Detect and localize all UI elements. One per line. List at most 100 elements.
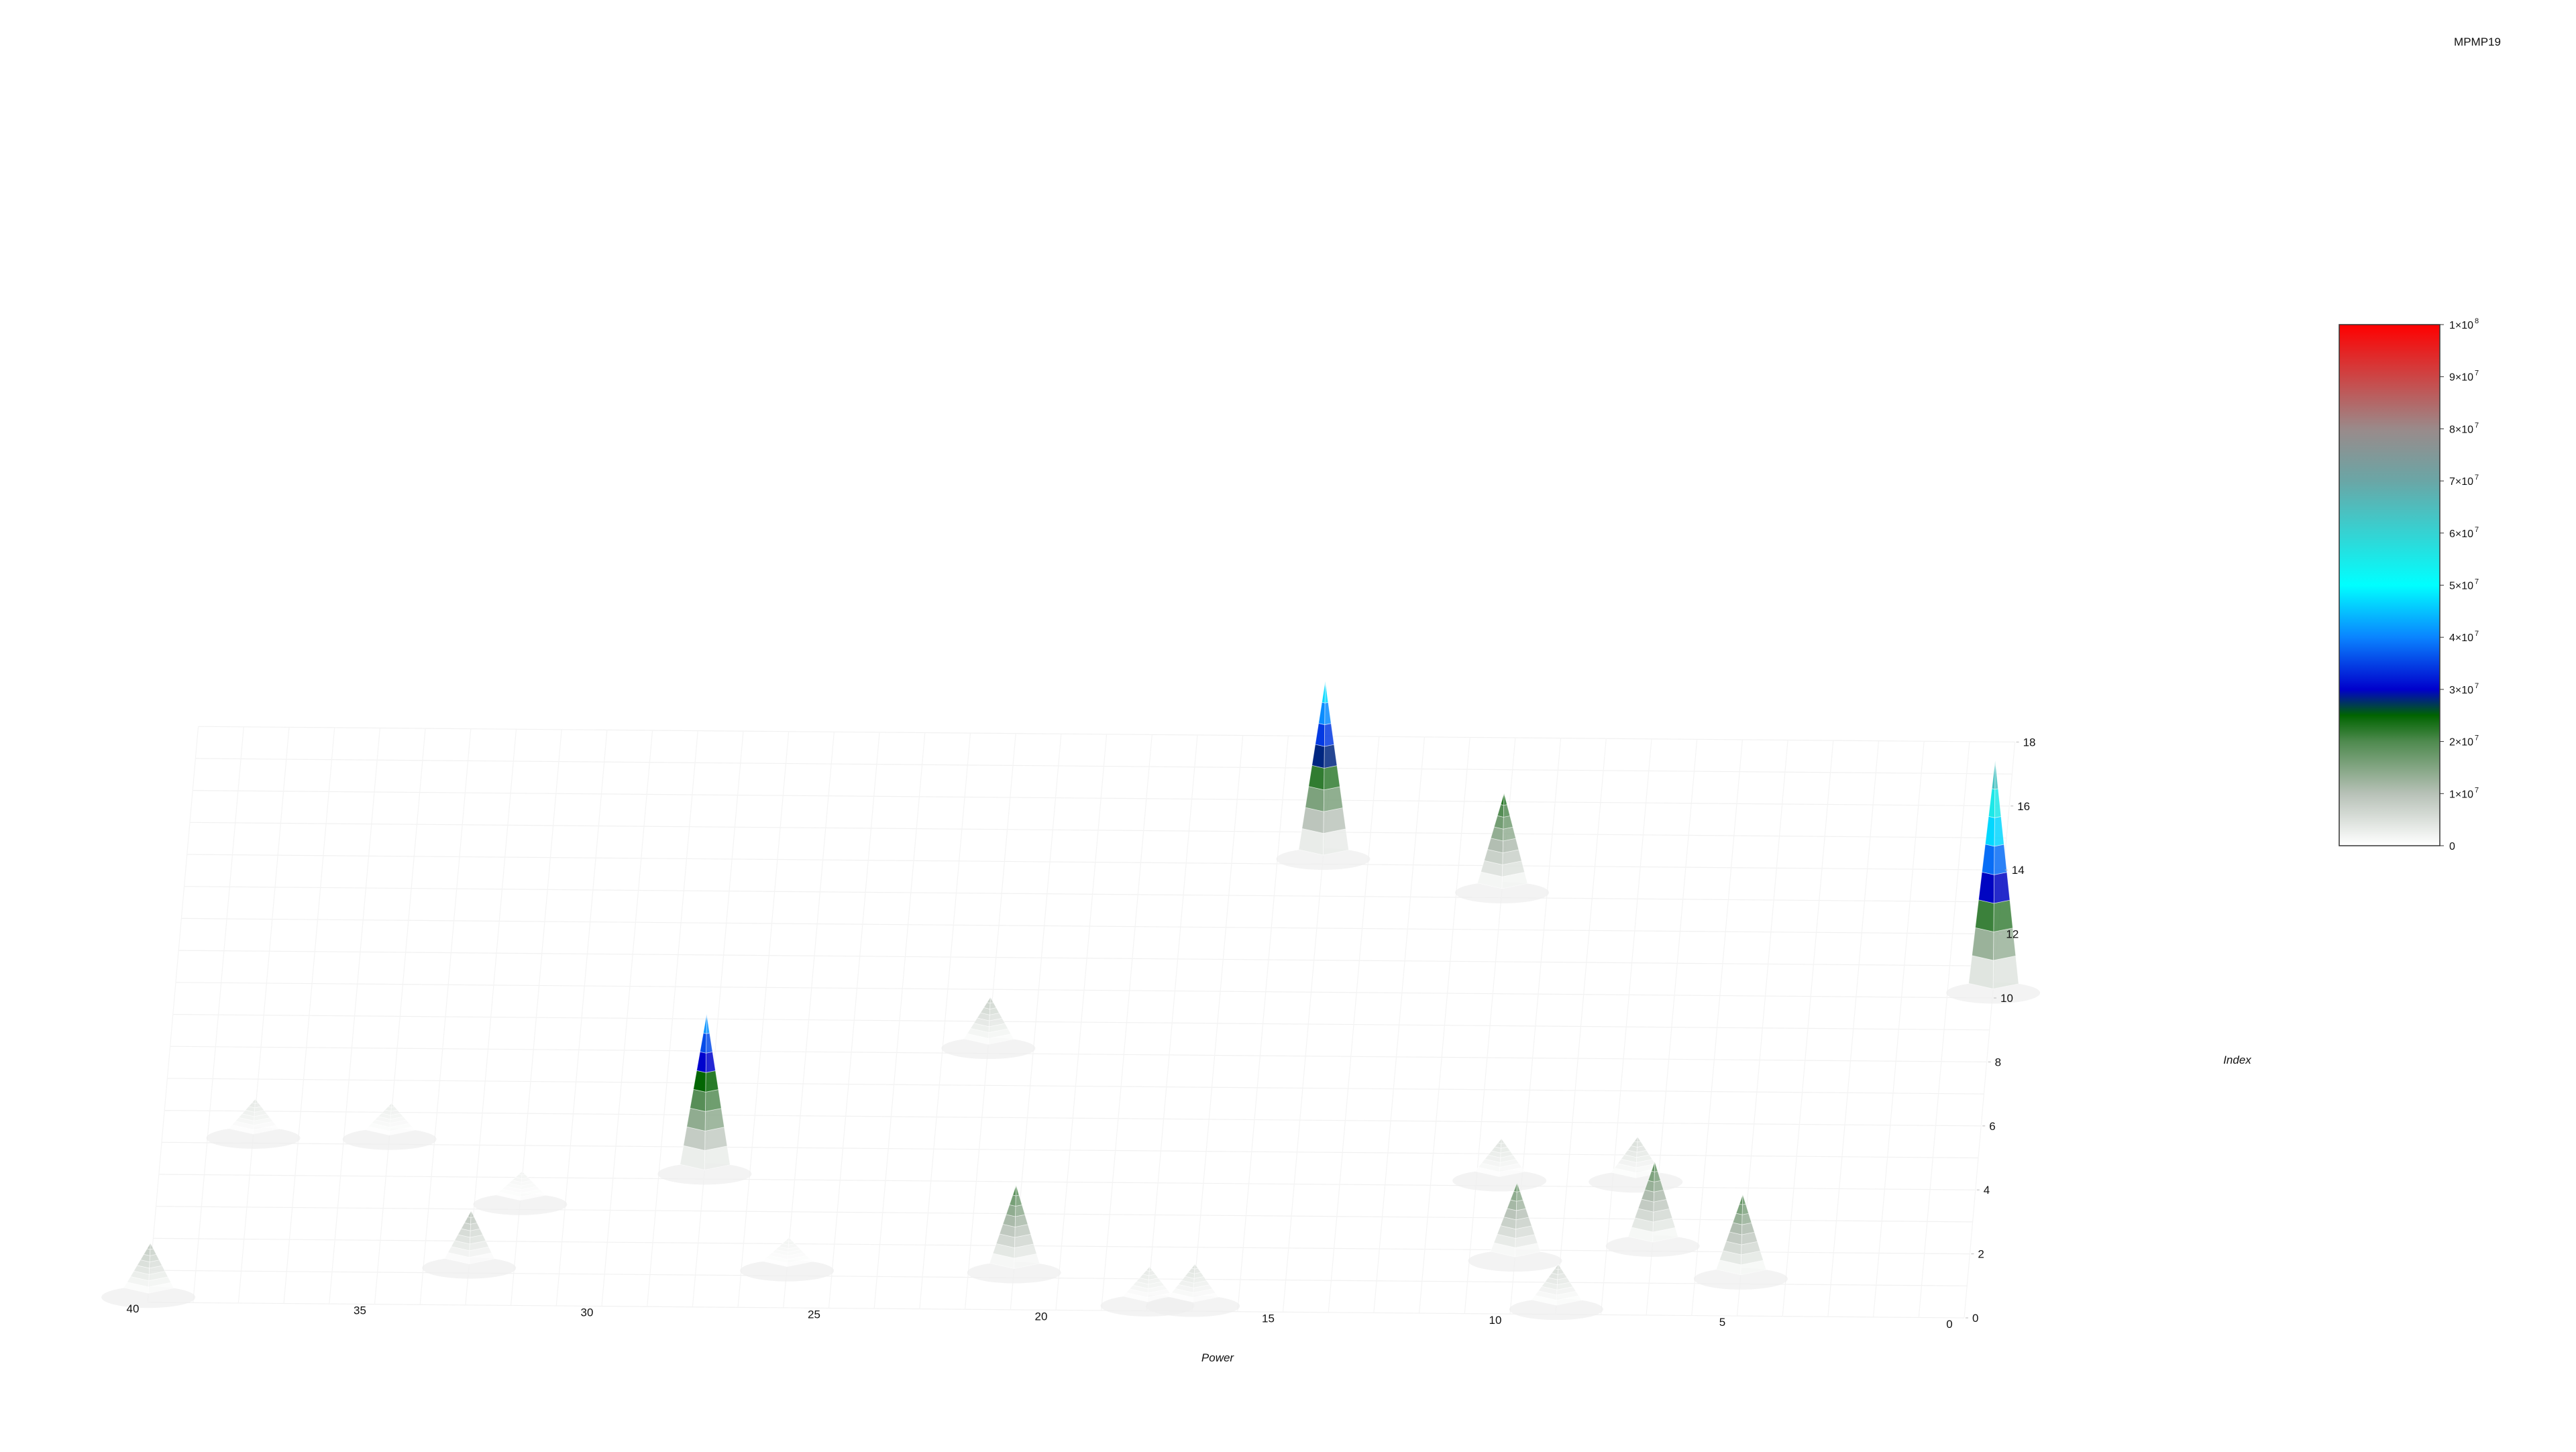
- colorbar-bar: [2339, 324, 2440, 846]
- peak-face-left: [1991, 761, 1996, 790]
- surface-grid-line: [1146, 734, 1198, 1311]
- colorbar-tick-exponent: 7: [2475, 734, 2479, 742]
- peak-face-left: [464, 1216, 472, 1225]
- surface-grid-line: [465, 729, 517, 1305]
- peak-face-right: [1015, 1185, 1020, 1196]
- peak-shadow: [1468, 1250, 1562, 1272]
- surface-grid-line: [828, 732, 880, 1308]
- surface-peak: [206, 1098, 301, 1149]
- peak-shadow: [657, 1163, 752, 1185]
- peak-face-right: [1993, 899, 2013, 932]
- surface-grid-line: [919, 733, 971, 1309]
- colorbar-tick-label: 0: [2449, 841, 2455, 852]
- colorbar-tick-label: 1×10: [2449, 320, 2473, 331]
- colorbar-tick-label: 3×10: [2449, 685, 2473, 696]
- surface-grid-line: [1600, 738, 1652, 1315]
- peak-face-left: [1012, 1185, 1017, 1196]
- peak-face-right: [1194, 1268, 1201, 1274]
- colorbar-tick-label: 1×10: [2449, 789, 2473, 800]
- peak-face-left: [1972, 927, 1994, 961]
- peak-face-right: [706, 1032, 713, 1054]
- peak-face-right: [1637, 1141, 1644, 1148]
- surface-peaks: [101, 681, 2041, 1321]
- peak-face-right: [1637, 1135, 1642, 1143]
- peak-face-right: [390, 1103, 395, 1108]
- peak-shadow: [967, 1262, 1061, 1284]
- peak-face-right: [1324, 723, 1335, 747]
- surface-peak: [422, 1211, 517, 1279]
- peak-face-right: [1324, 681, 1329, 704]
- peak-face-right: [1516, 1190, 1523, 1202]
- peak-face-right: [1500, 1142, 1508, 1149]
- y-tick-label: 14: [2012, 864, 2025, 877]
- peak-face-right: [470, 1211, 475, 1218]
- colorbar-tick-exponent: 7: [2475, 682, 2479, 690]
- peak-face-left: [1978, 871, 1995, 904]
- x-axis-label: Power: [1201, 1351, 1235, 1364]
- peak-face-left: [1006, 1204, 1016, 1217]
- peak-face-right: [705, 1051, 716, 1073]
- y-tick-label: 6: [1989, 1120, 1995, 1133]
- surface-grid-line: [1191, 735, 1244, 1312]
- y-tick-label: 8: [1995, 1056, 2001, 1068]
- peak-face-right: [1994, 761, 1999, 790]
- surface-grid-line: [1328, 736, 1380, 1313]
- peak-shadow: [1693, 1268, 1788, 1290]
- peak-face-left: [1981, 844, 1995, 875]
- peak-face-left: [1322, 681, 1326, 704]
- colorbar: 01×10 72×10 73×10 74×10 75×10 76×10 77×10 78×10…: [2339, 317, 2479, 852]
- surface-grid-line: [237, 727, 290, 1304]
- peak-face-left: [143, 1248, 151, 1256]
- surface-grid-line: [193, 726, 244, 1303]
- y-axis: 0 2 4 6 8 10 12 14 16 18: [1966, 736, 2036, 1325]
- surface-peak: [1605, 1162, 1700, 1257]
- peak-face-right: [1993, 872, 2010, 904]
- colorbar-tick-exponent: 7: [2475, 578, 2479, 586]
- peak-shadow: [1605, 1235, 1700, 1257]
- peak-shadow: [206, 1127, 301, 1149]
- x-tick-label: 40: [127, 1302, 140, 1315]
- peak-face-left: [1308, 765, 1325, 791]
- peak-face-left: [690, 1088, 706, 1112]
- surface-peak: [101, 1242, 196, 1308]
- peak-face-right: [254, 1098, 259, 1104]
- peak-face-left: [1305, 786, 1325, 812]
- surface-grid-line: [1237, 736, 1289, 1312]
- peak-face-left: [1968, 955, 1994, 989]
- surface-peak: [473, 1170, 568, 1215]
- surface-grid-line: [374, 728, 426, 1304]
- y-tick-label: 10: [2000, 992, 2013, 1005]
- surface-grid-line: [601, 730, 653, 1306]
- colorbar-tick-label: 5×10: [2449, 581, 2473, 592]
- peak-face-left: [785, 1237, 790, 1242]
- peak-face-right: [1324, 744, 1338, 769]
- peak-shadow: [473, 1193, 568, 1215]
- peak-face-left: [1739, 1194, 1743, 1205]
- peak-face-right: [150, 1242, 154, 1250]
- peak-face-right: [1501, 1137, 1505, 1144]
- surface-grid-line: [647, 730, 698, 1307]
- peak-face-right: [1654, 1162, 1658, 1172]
- peak-face-right: [788, 1237, 793, 1242]
- surface-grid-line: [555, 730, 608, 1306]
- surface-base: [147, 726, 2016, 1319]
- y-tick-label: 18: [2023, 736, 2036, 748]
- colorbar-tick-exponent: 8: [2475, 317, 2479, 325]
- peak-face-right: [1515, 1199, 1527, 1211]
- peak-face-right: [470, 1216, 478, 1225]
- peak-face-right: [1992, 955, 2019, 989]
- y-tick-label: 16: [2017, 800, 2030, 813]
- surface-grid-line: [1373, 736, 1426, 1313]
- peak-face-left: [1732, 1213, 1743, 1225]
- peak-face-right: [1741, 1203, 1750, 1215]
- x-tick-label: 10: [1489, 1314, 1502, 1327]
- peak-face-right: [150, 1248, 157, 1256]
- peak-face-left: [1984, 816, 1995, 847]
- surface-grid-line: [329, 728, 380, 1304]
- surface-peak: [1693, 1194, 1788, 1290]
- peak-shadow: [1276, 848, 1371, 870]
- surface-grid-line: [1782, 740, 1834, 1317]
- peak-shadow: [1509, 1298, 1603, 1321]
- surface-peak: [1468, 1182, 1562, 1272]
